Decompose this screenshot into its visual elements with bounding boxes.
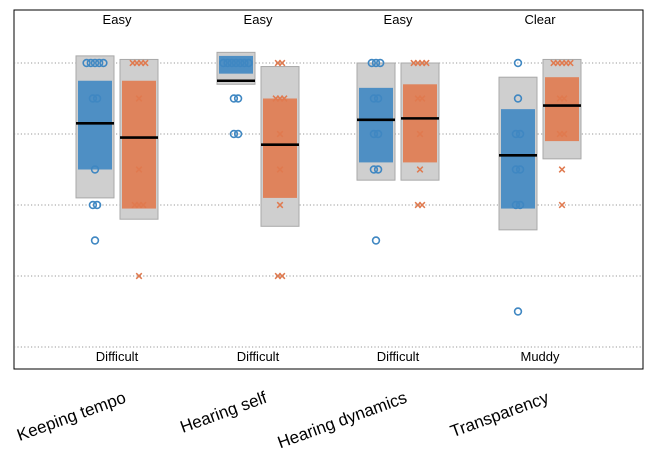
- point-s1-g2-5: [418, 95, 426, 102]
- point-s1-g1-9: [278, 272, 286, 280]
- point-s0-g1-9: [229, 129, 239, 139]
- point-s0-g0-7: [90, 165, 100, 174]
- point-s0-g2-3: [369, 94, 379, 103]
- top-label-3: Clear: [524, 12, 556, 27]
- point-s0-g1-3: [231, 58, 241, 68]
- point-s0-g1-7: [229, 94, 239, 103]
- point-s0-g1-6: [244, 58, 253, 68]
- point-s0-g0-1: [86, 58, 96, 68]
- bottom-label-3: Muddy: [520, 349, 560, 364]
- point-s1-g3-6: [560, 95, 568, 102]
- bottom-label-1: Difficult: [237, 349, 280, 364]
- iqr-box-s0-g3: [501, 109, 535, 209]
- point-s1-g0-4: [135, 95, 143, 102]
- plot-frame: [13, 9, 644, 370]
- point-s0-g1-8: [233, 94, 243, 103]
- iqr-box-s0-g2: [359, 87, 393, 163]
- point-s1-g2-9: [418, 201, 426, 209]
- point-s0-g3-0: [513, 58, 523, 68]
- point-s1-g1-4: [280, 95, 288, 102]
- point-s0-g3-4: [511, 165, 521, 174]
- top-label-2: Easy: [384, 12, 413, 27]
- point-s1-g2-7: [416, 166, 424, 173]
- point-s0-g0-9: [92, 200, 102, 210]
- point-s0-g0-0: [82, 58, 91, 68]
- point-s0-g1-0: [219, 58, 228, 68]
- point-s0-g2-2: [376, 58, 385, 68]
- point-s0-g2-1: [371, 58, 381, 68]
- iqr-box-s1-g0: [122, 80, 156, 209]
- point-s0-g2-9: [371, 236, 381, 245]
- category-label-3: Transparency: [448, 388, 552, 441]
- point-s0-g1-4: [236, 58, 245, 68]
- point-s1-g0-8: [139, 201, 147, 209]
- point-s1-g0-9: [135, 272, 143, 280]
- point-s1-g1-1: [278, 59, 286, 67]
- point-s0-g2-6: [373, 129, 383, 139]
- point-s0-g2-5: [369, 129, 379, 139]
- point-s1-g1-6: [276, 166, 284, 173]
- point-s0-g0-3: [94, 58, 104, 68]
- point-s0-g3-3: [515, 129, 525, 139]
- point-s0-g0-4: [99, 58, 108, 68]
- point-s0-g3-7: [515, 200, 525, 210]
- point-s0-g0-10: [90, 236, 100, 245]
- point-s0-g2-8: [373, 165, 383, 174]
- point-s1-g2-3: [422, 59, 430, 67]
- point-s1-g3-8: [560, 130, 568, 138]
- top-label-1: Easy: [244, 12, 273, 27]
- point-s1-g2-6: [416, 130, 424, 138]
- point-s0-g2-0: [367, 58, 376, 68]
- point-s0-g3-6: [511, 200, 521, 210]
- point-s0-g3-1: [513, 94, 523, 103]
- point-s0-g2-4: [373, 94, 383, 103]
- point-s0-g1-1: [223, 58, 232, 68]
- point-s0-g1-10: [233, 129, 243, 139]
- point-s1-g1-7: [276, 201, 284, 209]
- point-s1-g1-5: [276, 130, 284, 138]
- category-label-0: Keeping tempo: [14, 388, 128, 445]
- point-s0-g2-7: [369, 165, 379, 174]
- point-s0-g1-5: [240, 58, 249, 68]
- point-s0-g0-5: [88, 94, 98, 103]
- point-s0-g1-2: [227, 58, 237, 68]
- point-s1-g0-5: [135, 166, 143, 173]
- bottom-label-0: Difficult: [96, 349, 139, 364]
- point-s1-g3-4: [567, 59, 574, 67]
- iqr-box-s1-g1: [263, 98, 297, 198]
- category-label-1: Hearing self: [178, 388, 270, 437]
- point-s0-g3-2: [511, 129, 521, 139]
- point-s0-g0-8: [88, 200, 98, 210]
- point-s0-g0-6: [92, 94, 102, 103]
- point-s1-g0-3: [141, 59, 149, 67]
- top-label-0: Easy: [103, 12, 132, 27]
- point-s0-g0-2: [90, 58, 100, 68]
- category-label-2: Hearing dynamics: [275, 388, 409, 452]
- point-s1-g3-10: [558, 201, 566, 209]
- point-s0-g3-8: [513, 307, 523, 316]
- point-s1-g3-9: [558, 166, 566, 173]
- iqr-box-s1-g3: [545, 77, 579, 142]
- point-s0-g3-5: [515, 165, 525, 174]
- iqr-box-s0-g0: [78, 80, 112, 170]
- bottom-label-2: Difficult: [377, 349, 420, 364]
